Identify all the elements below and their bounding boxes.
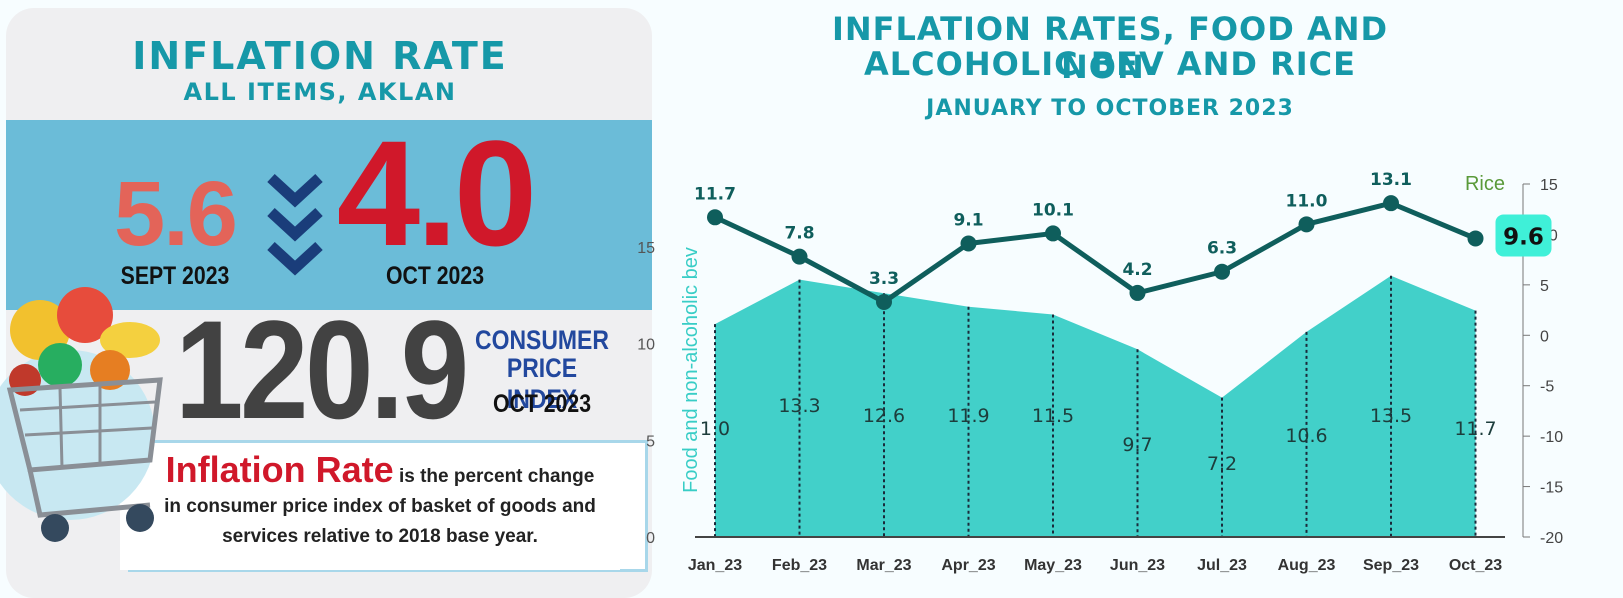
y-right-tick-label: 5 xyxy=(1540,278,1549,295)
x-tick-label: May_23 xyxy=(1024,557,1082,574)
y-right-tick-label: 15 xyxy=(1540,177,1558,194)
panel-title: INFLATION RATE xyxy=(132,34,508,78)
chart-subtitle: JANUARY TO OCTOBER 2023 xyxy=(926,96,1294,121)
panel-subtitle: ALL ITEMS, AKLAN xyxy=(183,78,457,106)
rice-point xyxy=(1467,230,1484,247)
chevron-down-icon xyxy=(267,173,323,276)
current-rate-label: OCT 2023 xyxy=(385,262,485,290)
y-right-tick-label: -20 xyxy=(1540,530,1563,547)
rice-point xyxy=(876,294,892,311)
food-data-label: 13.5 xyxy=(1370,405,1412,427)
rice-last-label-badge xyxy=(1495,214,1552,257)
x-tick-label: Sep_23 xyxy=(1363,557,1419,574)
y-right-tick-label: -10 xyxy=(1540,429,1563,446)
rice-last-data-label: 9.6 xyxy=(1503,224,1544,250)
y-left-tick-label: 0 xyxy=(646,530,655,547)
previous-rate-label: SEPT 2023 xyxy=(120,262,230,290)
rice-line-series xyxy=(713,200,1477,305)
food-data-label: 11.5 xyxy=(1032,405,1074,427)
current-rate-value: 4.0 xyxy=(336,109,538,277)
rice-point xyxy=(1298,216,1315,233)
rice-data-label: 11.7 xyxy=(694,184,736,204)
shopping-cart-icon xyxy=(0,287,163,542)
rice-data-label: 13.1 xyxy=(1370,170,1412,190)
y-right-tick-label: 0 xyxy=(1540,328,1549,345)
rice-data-label: 4.2 xyxy=(1122,260,1152,280)
food-data-label: 7.2 xyxy=(1207,453,1237,475)
y-left-tick-label: 15 xyxy=(637,240,655,257)
rice-data-label: 11.0 xyxy=(1286,191,1328,211)
rice-data-label: 3.3 xyxy=(869,269,899,289)
food-area-series xyxy=(715,275,1476,537)
definition-box xyxy=(120,448,620,570)
x-tick-label: Jul_23 xyxy=(1197,557,1247,574)
x-tick-label: Feb_23 xyxy=(772,557,827,574)
rice-data-label: 9.1 xyxy=(953,211,983,231)
food-data-label: 9.7 xyxy=(1122,434,1152,456)
x-tick-label: Mar_23 xyxy=(856,557,911,574)
rice-point xyxy=(1129,284,1146,301)
definition-line1: is the percent change xyxy=(393,466,595,487)
rice-data-label: 7.8 xyxy=(784,224,814,244)
food-data-label: 1.0 xyxy=(700,418,730,440)
food-data-label: 11.9 xyxy=(947,405,989,427)
rice-series-label: Rice xyxy=(1465,173,1505,195)
rice-point xyxy=(1383,195,1399,212)
x-tick-label: Jun_23 xyxy=(1110,557,1165,574)
y-right-tick-label: -5 xyxy=(1540,379,1554,396)
rice-data-label: 6.3 xyxy=(1207,239,1237,259)
y-left-tick-label: 10 xyxy=(637,337,655,354)
cpi-date: OCT 2023 xyxy=(492,390,592,418)
rice-point xyxy=(1045,225,1061,242)
x-tick-label: Aug_23 xyxy=(1278,557,1336,574)
rate-band xyxy=(6,120,652,310)
y-left-tick-label: 5 xyxy=(646,433,655,450)
cpi-label-line1: CONSUMER xyxy=(475,325,609,355)
definition-line2: in consumer price index of basket of goo… xyxy=(164,496,596,517)
chart-title-line2: ALCOHOLIC BEV AND RICE xyxy=(863,45,1357,83)
x-tick-label: Apr_23 xyxy=(941,557,995,574)
rice-point xyxy=(791,248,808,265)
rice-point xyxy=(960,235,977,252)
rice-point xyxy=(1214,263,1230,280)
inflation-summary-panel: INFLATION RATE ALL ITEMS, AKLAN 5.6 SEPT… xyxy=(0,0,655,598)
x-tick-label: Oct_23 xyxy=(1449,557,1502,574)
food-data-label: 11.7 xyxy=(1454,418,1496,440)
previous-rate-value: 5.6 xyxy=(114,163,238,265)
x-tick-label: Jan_23 xyxy=(688,557,742,574)
food-data-label: 12.6 xyxy=(863,405,905,427)
cpi-value: 120.9 xyxy=(175,291,469,448)
cpi-label-line2: PRICE INDEX xyxy=(506,353,578,414)
y-left-axis-label: Food and non-alcoholic bev xyxy=(680,247,702,493)
rice-data-label: 10.1 xyxy=(1032,200,1074,220)
definition-term: Inflation Rate xyxy=(165,449,394,490)
chart-title-line1: INFLATION RATES, FOOD AND NON- xyxy=(831,10,1389,86)
definition-text: Inflation Rate is the percent change in … xyxy=(130,452,630,552)
definition-line3: services relative to 2018 base year. xyxy=(222,526,538,547)
food-data-label: 13.3 xyxy=(778,395,820,417)
y-right-tick-label: -15 xyxy=(1540,480,1563,497)
rice-point xyxy=(707,209,723,226)
food-data-label: 10.6 xyxy=(1285,425,1327,447)
